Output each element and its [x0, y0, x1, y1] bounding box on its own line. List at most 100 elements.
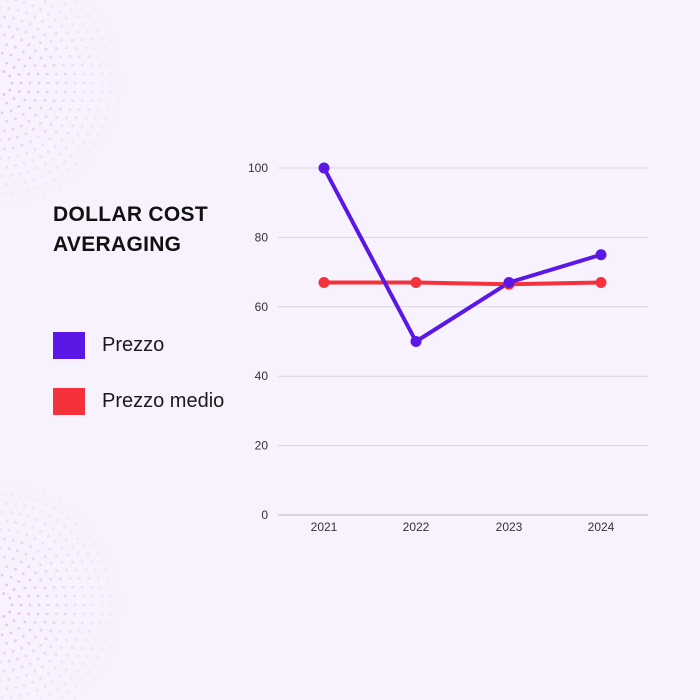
y-tick-label: 60 [255, 300, 269, 314]
decor-dot [45, 612, 49, 616]
decor-dot [38, 121, 42, 125]
decor-dot [28, 578, 32, 582]
decor-dot [43, 651, 47, 655]
decor-dot [55, 47, 58, 51]
decor-dot [71, 139, 74, 143]
decor-dot [27, 496, 31, 500]
decor-dot [23, 180, 26, 184]
decor-dot [31, 507, 35, 510]
decor-dot [81, 662, 85, 666]
decor-dot [103, 568, 107, 571]
decor-dot [0, 51, 4, 55]
decor-dot [60, 24, 64, 28]
decor-dot [12, 17, 15, 20]
x-tick-label: 2023 [496, 520, 523, 534]
x-tick-label: 2024 [588, 520, 615, 534]
decor-dot [106, 551, 110, 555]
decor-dot [56, 165, 59, 169]
decor-dot [33, 64, 37, 67]
decor-dot [48, 692, 52, 696]
decor-dot [51, 158, 55, 161]
decor-dot [36, 594, 40, 598]
decor-dot [31, 681, 35, 684]
decor-dot [46, 603, 50, 607]
decor-dot [5, 565, 9, 568]
decor-dot [41, 541, 44, 545]
decor-dot [5, 120, 9, 123]
decor-dot [49, 577, 53, 581]
decor-dot [18, 190, 22, 194]
decor-dot [3, 147, 6, 151]
decor-dot [86, 685, 90, 688]
decor-dot [7, 529, 11, 532]
decor-dot [18, 512, 22, 516]
decor-dot [86, 0, 90, 3]
decor-dot [90, 647, 94, 651]
decor-dot [65, 116, 68, 120]
decor-dot [3, 537, 6, 541]
decor-dot [91, 72, 94, 76]
decor-dot [49, 39, 53, 43]
decor-dot [9, 173, 13, 177]
decor-dot [17, 90, 21, 93]
decor-dot [66, 504, 69, 508]
decor-dot [84, 638, 88, 642]
decor-dot [7, 201, 11, 205]
decor-dot [0, 483, 2, 487]
decor-dot [24, 132, 28, 136]
decor-dot [68, 630, 72, 633]
decor-dot [67, 168, 71, 172]
decor-dot [23, 504, 26, 508]
decor-dot [115, 108, 119, 112]
decor-dot [36, 612, 40, 616]
decor-dot [49, 123, 53, 127]
data-point-prezzo [595, 249, 607, 261]
decor-dot [28, 81, 32, 85]
decor-dot [0, 696, 4, 700]
decor-dot [3, 651, 6, 655]
decor-dot [50, 495, 54, 499]
decor-dot [103, 46, 107, 49]
decor-dot [99, 63, 102, 67]
decor-dot [108, 99, 111, 103]
decor-dot [92, 21, 95, 25]
decor-dot [92, 156, 96, 160]
decor-dot [10, 81, 14, 85]
decor-dot [64, 81, 68, 85]
decor-dot [71, 621, 75, 625]
decor-dot [3, 15, 6, 19]
decor-dot [17, 595, 21, 598]
decor-dot [55, 115, 58, 119]
decor-dot [20, 38, 23, 42]
decor-dot [69, 530, 73, 534]
decor-dot [44, 115, 48, 118]
decor-dot [49, 55, 53, 59]
data-point-prezzo-medio [318, 277, 330, 289]
decor-dot [41, 665, 44, 669]
decor-dot [100, 612, 103, 616]
decor-dot [3, 669, 6, 673]
decor-dot [63, 160, 66, 164]
decor-dot [80, 691, 83, 695]
decor-dot [38, 41, 42, 45]
decor-dot [48, 659, 52, 663]
decor-dot [8, 88, 12, 92]
decor-dot [12, 668, 15, 671]
decor-dot [25, 486, 29, 490]
decor-dot [39, 155, 43, 158]
decor-dot [80, 621, 84, 625]
decor-dot [20, 143, 24, 147]
decor-dot [17, 580, 21, 583]
decor-dot [27, 90, 31, 94]
decor-dot [48, 25, 52, 29]
decor-dot [58, 532, 62, 536]
decor-dot [28, 106, 32, 110]
decor-dot [5, 501, 9, 505]
decor-dot [66, 31, 69, 35]
decor-dot [97, 630, 100, 634]
decor-dot [76, 537, 79, 541]
decor-dot [49, 107, 53, 111]
decor-dot [17, 105, 21, 108]
decor-dot [76, 552, 80, 556]
